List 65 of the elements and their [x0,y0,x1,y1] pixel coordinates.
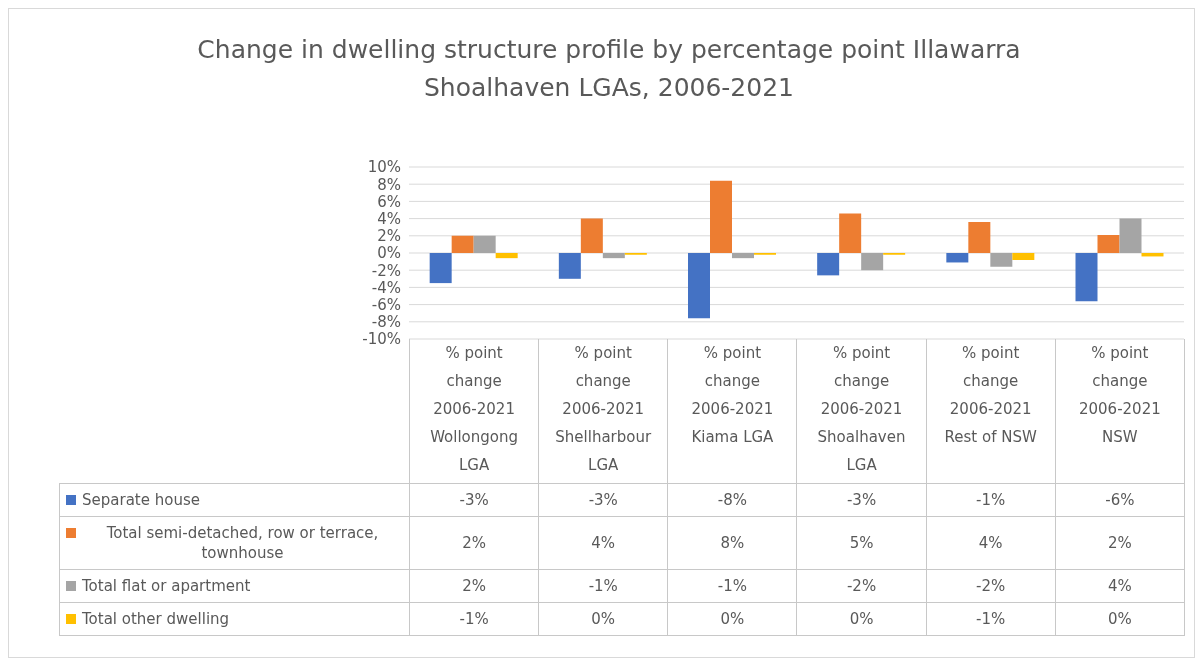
x-tick-label: % point change 2006-2021 Shellharbour LGA [555,343,652,476]
legend-label: Total flat or apartment [82,576,251,596]
data-label: 0% [1055,602,1185,636]
legend-label: Total other dwelling [82,609,230,629]
data-label: -2% [926,569,1056,603]
y-tick-label: 8% [377,175,401,194]
bar [968,222,991,253]
data-label: 5% [796,516,927,570]
legend-label: Separate house [82,490,200,510]
y-tick-label: 6% [377,192,401,211]
data-label: -1% [538,569,668,603]
data-label: 0% [538,602,668,636]
bar [946,253,969,263]
data-label: 4% [926,516,1056,570]
y-tick-label: -10% [362,330,401,349]
data-label: 8% [667,516,797,570]
x-tick-label: % point change 2006-2021 NSW [1077,343,1162,448]
y-tick-label: 4% [377,209,401,228]
bar [602,253,625,259]
bar [1012,253,1035,260]
data-label: -3% [796,483,927,517]
bar [558,253,581,279]
data-label: -1% [667,569,797,603]
y-tick-label: -8% [371,313,401,332]
bar [1075,253,1098,302]
data-label: 2% [409,569,539,603]
data-label: 4% [538,516,668,570]
bar [580,218,603,253]
data-label: -1% [409,602,539,636]
x-tick-label: % point change 2006-2021 Shoalhaven LGA [816,343,907,476]
data-label: 4% [1055,569,1185,603]
y-tick-label: 10% [367,158,401,177]
data-label: 0% [667,602,797,636]
y-tick-label: -6% [371,295,401,314]
x-tick-label: % point change 2006-2021 Wollongong LGA [429,343,519,476]
bar [861,253,884,271]
data-label: -6% [1055,483,1185,517]
data-label: 0% [796,602,927,636]
bar [473,235,496,253]
data-label: 2% [1055,516,1185,570]
data-label: -3% [409,483,539,517]
data-label: -8% [667,483,797,517]
bar [839,213,862,253]
y-tick-label: 0% [377,244,401,263]
bar [817,253,840,276]
bar [495,253,518,259]
bar [1097,234,1120,253]
bar [732,253,754,259]
data-label: -1% [926,602,1056,636]
bar [990,253,1013,267]
x-tick-label: % point change 2006-2021 Kiama LGA [690,343,775,448]
y-tick-label: -2% [371,261,401,280]
x-tick-label: % point change 2006-2021 Rest of NSW [943,343,1038,448]
y-tick-label: 2% [377,227,401,246]
bar [710,180,732,253]
y-tick-label: -4% [371,278,401,297]
bar [688,253,710,319]
data-label: -2% [796,569,927,603]
bar [429,253,452,284]
data-label: -1% [926,483,1056,517]
data-label: -3% [538,483,668,517]
chart-title: Change in dwelling structure profile by percentage point Illawarra Shoalhaven LGAs, 2006-2021 [196,34,1022,104]
bar [1119,218,1142,253]
legend-label: Total semi-detached, row or terrace, townhouse [105,523,380,563]
bar [451,235,474,253]
